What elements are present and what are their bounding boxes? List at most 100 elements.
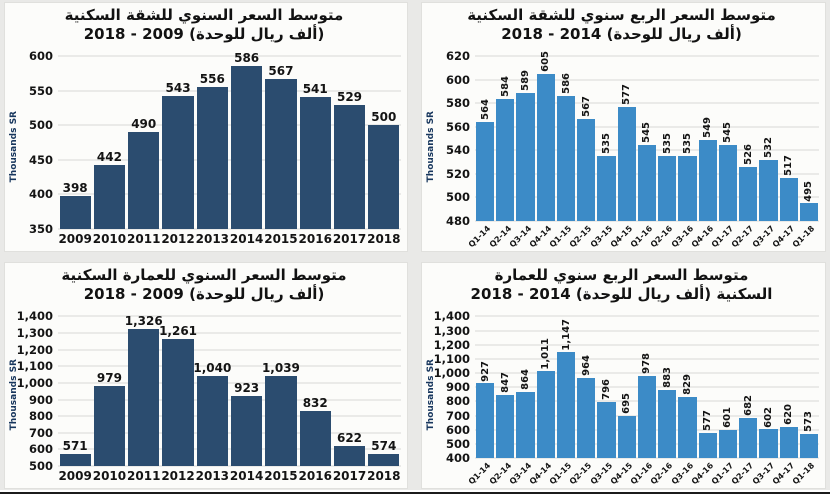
- bar-value-label: 584: [499, 75, 511, 97]
- x-tick: 2010: [92, 466, 126, 485]
- bar: [698, 432, 717, 458]
- bar-value-label: 1,261: [159, 324, 198, 339]
- y-tick-label: 500: [28, 118, 53, 133]
- bar-group: 1,261: [159, 316, 197, 466]
- x-tick-label: 2017: [332, 469, 367, 483]
- bar-value-label: 622: [336, 430, 363, 445]
- y-tick-label: 500: [445, 190, 470, 205]
- gridline: [58, 159, 401, 161]
- y-tick-label: 580: [445, 96, 470, 111]
- bars: 571 979 1,326 1,261 1,040 923 1,039 832 622 574: [58, 314, 401, 466]
- y-tick-label: 1,300: [433, 323, 470, 338]
- y-tick-label: 1,100: [16, 359, 53, 374]
- bar-value-label: 1,040: [193, 361, 232, 376]
- gridline: [58, 465, 401, 467]
- chart-title-line1: متوسط السعر السنوي للشقة السكنية: [64, 6, 344, 24]
- bar: [597, 401, 616, 458]
- chart-title-line1: متوسط السعر السنوي للعمارة السكنية: [61, 266, 347, 284]
- plot-area: 564 584 589 605 586 567 535 577 545 535 535 549 545 5…: [475, 51, 819, 222]
- bar-group: 979: [93, 316, 126, 466]
- bar-value-label: 602: [762, 406, 774, 428]
- bar: [93, 386, 126, 466]
- bar-group: 978: [637, 316, 657, 458]
- x-tick: 2018: [367, 229, 401, 248]
- bar-value-label: 567: [580, 95, 592, 117]
- bar-group: 796: [597, 316, 616, 458]
- bar: [333, 105, 366, 229]
- x-tick: 2013: [195, 229, 229, 248]
- y-tick-label: 1,000: [433, 366, 470, 381]
- x-tick-label: 2014: [229, 232, 264, 246]
- bar: [597, 156, 616, 221]
- y-tick-label: 560: [445, 119, 470, 134]
- y-tick-label: 600: [28, 49, 53, 64]
- bar-value-label: 490: [131, 117, 157, 132]
- bar-value-label: 964: [580, 355, 592, 377]
- bar-group: 883: [658, 316, 677, 458]
- bar: [265, 79, 297, 229]
- bar-value-label: 601: [722, 406, 734, 428]
- bar-group: 535: [658, 56, 677, 221]
- bar: [516, 392, 535, 458]
- bar: [617, 106, 636, 221]
- bar-value-label: 1,039: [261, 361, 300, 376]
- bar: [637, 144, 657, 221]
- x-tick: 2009: [58, 229, 92, 248]
- bar-value-label: 927: [479, 360, 491, 382]
- bar: [299, 410, 331, 466]
- bar: [299, 97, 331, 229]
- chart-panel-apartment-quarterly: متوسط السعر الربع سنوي للشقة السكنية (أل…: [421, 2, 826, 252]
- bar: [799, 203, 818, 221]
- bar-group: 602: [759, 316, 778, 458]
- gridline: [58, 349, 401, 351]
- x-tick: 2018: [367, 466, 401, 485]
- bar: [333, 445, 366, 466]
- bar: [556, 352, 576, 458]
- bar-value-label: 586: [234, 51, 260, 66]
- x-tick: 2009: [58, 466, 92, 485]
- bar-value-label: 567: [268, 64, 294, 79]
- y-tick-label: 350: [28, 222, 53, 236]
- bars: 927 847 864 1,011 1,147 964 796 695 978 883 829 577…: [475, 316, 819, 458]
- y-axis-title: Thousands SR: [7, 44, 20, 248]
- gridline: [58, 90, 401, 92]
- y-axis: 400 500 600 700 800 900 1,000 1,100 1,200 1,300 1,…: [433, 309, 475, 465]
- bar: [59, 195, 91, 229]
- bar-value-label: 864: [520, 369, 532, 391]
- y-tick-label: 1,400: [16, 309, 53, 324]
- gridline: [475, 126, 819, 128]
- bar: [368, 125, 400, 229]
- bar-group: 923: [230, 316, 263, 466]
- bar-group: 577: [698, 316, 717, 458]
- bar-value-label: 829: [681, 374, 693, 396]
- gridline: [58, 432, 401, 434]
- bar-group: 574: [368, 316, 400, 466]
- bar-group: 601: [718, 316, 738, 458]
- bar: [230, 66, 263, 229]
- gridline: [58, 365, 401, 367]
- gridline: [475, 372, 819, 374]
- bar: [577, 378, 596, 458]
- bar-group: 500: [368, 56, 400, 229]
- x-tick-label: 2016: [298, 232, 332, 246]
- x-tick: 2012: [161, 466, 195, 485]
- bar: [799, 433, 818, 458]
- x-tick: 2015: [264, 229, 298, 248]
- y-tick-label: 500: [445, 436, 470, 451]
- x-tick: 2013: [195, 466, 229, 485]
- x-tick: 2016: [298, 229, 332, 248]
- bar-group: 864: [516, 316, 535, 458]
- x-tick: 2012: [161, 229, 195, 248]
- bar: [658, 156, 677, 221]
- bar-group: 545: [637, 56, 657, 221]
- y-tick-label: 1,200: [433, 337, 470, 352]
- chart-panel-building-quarterly: متوسط السعر الربع سنوي للعمارة السكنية (…: [421, 262, 826, 489]
- x-tick-label: 2011: [127, 469, 161, 483]
- bar: [718, 144, 738, 221]
- bar-value-label: 564: [479, 99, 491, 121]
- gridline: [58, 315, 401, 317]
- gridline: [475, 457, 819, 459]
- chart-title: متوسط السعر السنوي للشقة السكنية (ألف ري…: [7, 6, 401, 44]
- y-axis: 500 600 700 800 900 1,000 1,100 1,200 1,300 1,400: [16, 309, 58, 473]
